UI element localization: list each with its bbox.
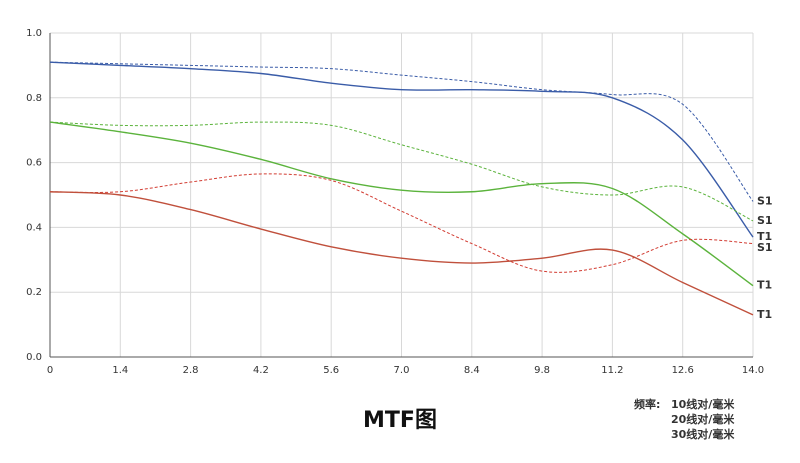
legend-item: 20线对/毫米 <box>671 412 735 426</box>
y-tick-label: 1.0 <box>26 28 42 39</box>
series-label: T1 <box>757 279 772 292</box>
legend-item: 30线对/毫米 <box>671 427 735 441</box>
x-tick-label: 11.2 <box>601 365 623 376</box>
x-tick-label: 2.8 <box>183 365 199 376</box>
y-tick-label: 0.2 <box>26 287 42 298</box>
series-label: S1 <box>757 194 773 207</box>
x-tick-label: 0 <box>47 365 53 376</box>
x-tick-label: 9.8 <box>534 365 550 376</box>
series-line <box>49 191 754 316</box>
series-label: S1 <box>757 241 773 254</box>
series-label: T1 <box>757 308 772 321</box>
y-tick-label: 0.6 <box>26 158 42 169</box>
series-label: T1 <box>757 230 772 243</box>
series-line <box>49 121 754 287</box>
x-tick-label: 4.2 <box>253 365 269 376</box>
series-line <box>49 61 754 202</box>
x-tick-label: 5.6 <box>323 365 339 376</box>
series-label: S1 <box>757 214 773 227</box>
x-tick-label: 7.0 <box>394 365 410 376</box>
y-tick-label: 0.8 <box>26 93 42 104</box>
x-tick-label: 8.4 <box>464 365 480 376</box>
x-tick-label: 1.4 <box>112 365 128 376</box>
x-tick-label: 14.0 <box>742 365 764 376</box>
series-line <box>49 173 754 273</box>
y-tick-label: 0.4 <box>26 222 42 233</box>
x-tick-label: 12.6 <box>672 365 694 376</box>
y-tick-label: 0.0 <box>26 352 42 363</box>
legend-item: 10线对/毫米 <box>671 397 735 411</box>
series-line <box>49 61 754 238</box>
legend-title: 频率: <box>634 397 660 411</box>
chart-title: MTF图 <box>363 408 437 433</box>
